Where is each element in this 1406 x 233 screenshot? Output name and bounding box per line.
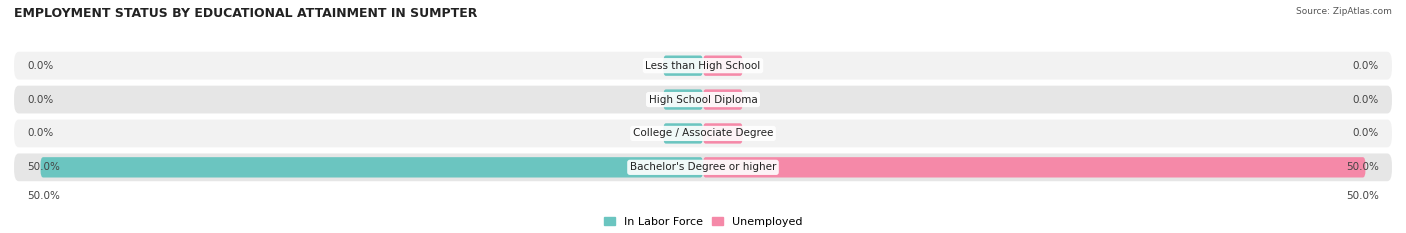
FancyBboxPatch shape <box>14 52 1392 79</box>
Text: 0.0%: 0.0% <box>27 95 53 105</box>
Text: Source: ZipAtlas.com: Source: ZipAtlas.com <box>1296 7 1392 16</box>
FancyBboxPatch shape <box>14 86 1392 113</box>
FancyBboxPatch shape <box>703 89 742 110</box>
FancyBboxPatch shape <box>703 55 742 76</box>
Text: Less than High School: Less than High School <box>645 61 761 71</box>
Text: 50.0%: 50.0% <box>27 191 60 201</box>
FancyBboxPatch shape <box>14 154 1392 181</box>
Text: 0.0%: 0.0% <box>27 128 53 138</box>
FancyBboxPatch shape <box>664 123 703 144</box>
FancyBboxPatch shape <box>41 157 703 178</box>
Text: 50.0%: 50.0% <box>1346 162 1379 172</box>
FancyBboxPatch shape <box>664 89 703 110</box>
Legend: In Labor Force, Unemployed: In Labor Force, Unemployed <box>603 217 803 227</box>
Text: 50.0%: 50.0% <box>27 162 60 172</box>
Text: 0.0%: 0.0% <box>27 61 53 71</box>
FancyBboxPatch shape <box>14 120 1392 147</box>
FancyBboxPatch shape <box>664 55 703 76</box>
FancyBboxPatch shape <box>703 157 1365 178</box>
Text: College / Associate Degree: College / Associate Degree <box>633 128 773 138</box>
Text: 50.0%: 50.0% <box>1346 191 1379 201</box>
Text: High School Diploma: High School Diploma <box>648 95 758 105</box>
Text: 0.0%: 0.0% <box>1353 95 1379 105</box>
Text: EMPLOYMENT STATUS BY EDUCATIONAL ATTAINMENT IN SUMPTER: EMPLOYMENT STATUS BY EDUCATIONAL ATTAINM… <box>14 7 478 20</box>
Text: 0.0%: 0.0% <box>1353 61 1379 71</box>
FancyBboxPatch shape <box>703 123 742 144</box>
Text: Bachelor's Degree or higher: Bachelor's Degree or higher <box>630 162 776 172</box>
Text: 0.0%: 0.0% <box>1353 128 1379 138</box>
